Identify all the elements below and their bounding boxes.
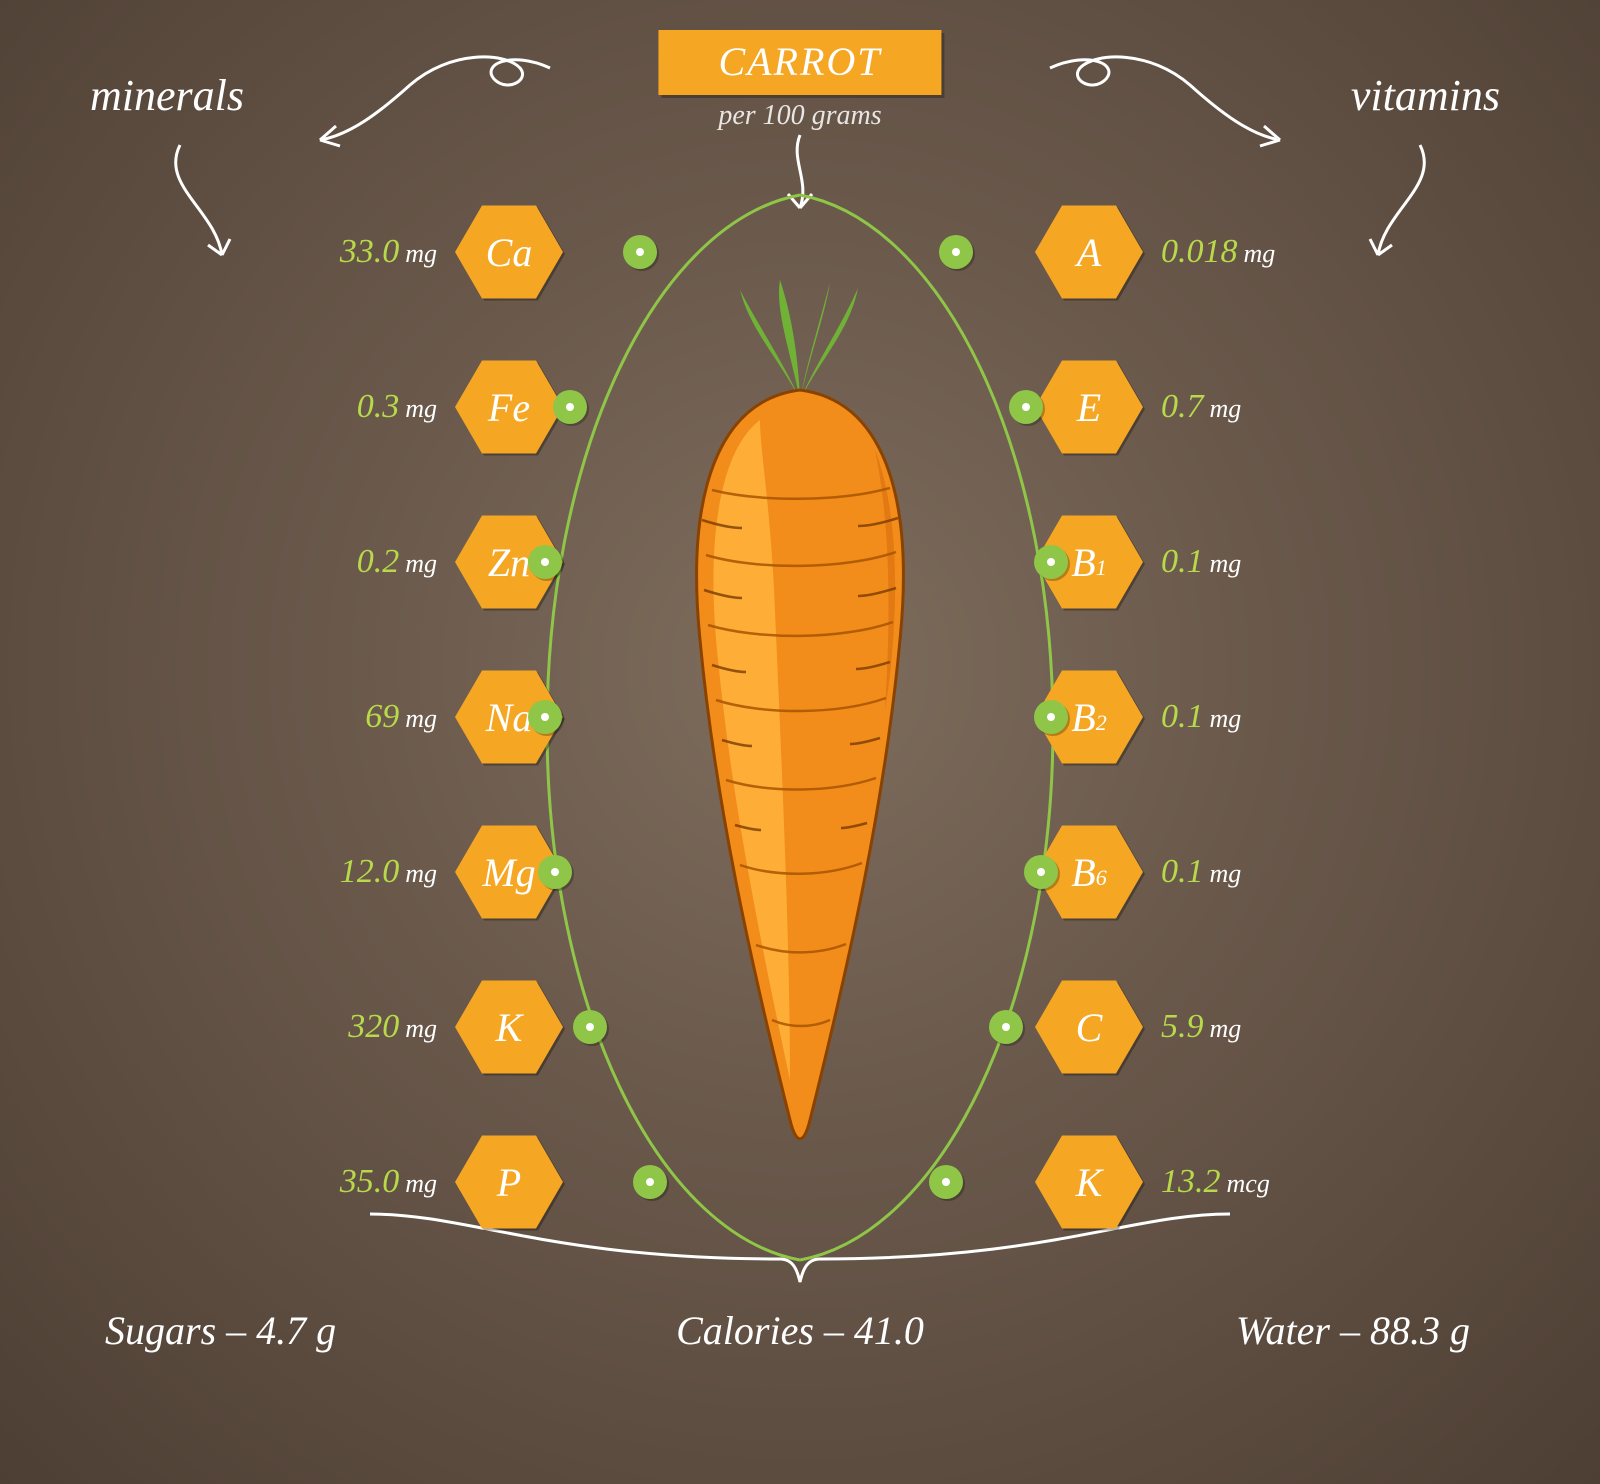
carrot-icon bbox=[640, 280, 960, 1160]
orbit-dot bbox=[989, 1010, 1023, 1044]
minerals-arrow-down bbox=[150, 140, 270, 270]
mineral-row: K 320mg bbox=[348, 980, 563, 1074]
vitamin-row: A 0.018mg bbox=[1035, 205, 1275, 299]
nutrient-value: 35.0mg bbox=[340, 1163, 437, 1201]
hex-symbol: K bbox=[455, 980, 563, 1074]
hex-symbol: Fe bbox=[455, 360, 563, 454]
orbit-dot bbox=[573, 1010, 607, 1044]
hex-badge: P bbox=[455, 1135, 563, 1229]
nutrient-value: 0.1mg bbox=[1161, 698, 1241, 736]
footer-sugars-label: Sugars bbox=[105, 1307, 216, 1354]
orbit-dot bbox=[1009, 390, 1043, 424]
nutrient-value: 12.0mg bbox=[340, 853, 437, 891]
orbit-dot bbox=[623, 235, 657, 269]
orbit-dot bbox=[929, 1165, 963, 1199]
nutrient-value: 0.7mg bbox=[1161, 388, 1241, 426]
hex-symbol: Ca bbox=[455, 205, 563, 299]
curly-arrow-left bbox=[280, 40, 560, 160]
footer-water-label: Water bbox=[1236, 1307, 1330, 1354]
hex-badge: A bbox=[1035, 205, 1143, 299]
footer-sugars-unit: g bbox=[316, 1307, 336, 1354]
hex-symbol: C bbox=[1035, 980, 1143, 1074]
hex-symbol: E bbox=[1035, 360, 1143, 454]
orbit-dot bbox=[528, 700, 562, 734]
hex-badge: K bbox=[1035, 1135, 1143, 1229]
nutrient-value: 0.1mg bbox=[1161, 543, 1241, 581]
curly-arrow-right bbox=[1040, 40, 1320, 160]
footer-water-unit: g bbox=[1450, 1307, 1470, 1354]
hex-badge: K bbox=[455, 980, 563, 1074]
footer-water-value: 88.3 bbox=[1370, 1307, 1440, 1354]
vitamin-row: E 0.7mg bbox=[1035, 360, 1241, 454]
orbit-dot bbox=[1034, 545, 1068, 579]
footer-calories-label: Calories bbox=[676, 1307, 814, 1354]
vitamin-row: B60.1mg bbox=[1035, 825, 1241, 919]
mineral-row: Ca 33.0mg bbox=[340, 205, 563, 299]
nutrient-value: 0.018mg bbox=[1161, 233, 1275, 271]
hex-badge: Fe bbox=[455, 360, 563, 454]
nutrient-value: 69mg bbox=[365, 698, 437, 736]
vitamins-arrow-down bbox=[1330, 140, 1450, 270]
subtitle: per 100 grams bbox=[718, 100, 881, 132]
orbit-dot bbox=[1034, 700, 1068, 734]
nutrient-value: 13.2mcg bbox=[1161, 1163, 1270, 1201]
nutrient-value: 0.1mg bbox=[1161, 853, 1241, 891]
hex-symbol: P bbox=[455, 1135, 563, 1229]
mineral-row: Mg12.0mg bbox=[340, 825, 563, 919]
hex-badge: C bbox=[1035, 980, 1143, 1074]
vitamins-label: vitamins bbox=[1351, 70, 1500, 121]
nutrient-value: 0.2mg bbox=[357, 543, 437, 581]
mineral-row: P 35.0mg bbox=[340, 1135, 563, 1229]
footer-sugars: Sugars – 4.7 g bbox=[105, 1307, 336, 1354]
orbit-dot bbox=[939, 235, 973, 269]
hex-badge: E bbox=[1035, 360, 1143, 454]
orbit-dot bbox=[1024, 855, 1058, 889]
orbit-dot bbox=[528, 545, 562, 579]
nutrient-value: 0.3mg bbox=[357, 388, 437, 426]
vitamin-row: C 5.9mg bbox=[1035, 980, 1241, 1074]
vitamin-row: K 13.2mcg bbox=[1035, 1135, 1270, 1229]
hex-symbol: K bbox=[1035, 1135, 1143, 1229]
hex-symbol: A bbox=[1035, 205, 1143, 299]
nutrient-value: 33.0mg bbox=[340, 233, 437, 271]
footer-calories-value: 41.0 bbox=[854, 1307, 924, 1354]
footer-water: Water – 88.3 g bbox=[1236, 1307, 1470, 1354]
nutrient-value: 320mg bbox=[348, 1008, 437, 1046]
footer-calories: Calories – 41.0 bbox=[676, 1307, 924, 1354]
mineral-row: Fe 0.3mg bbox=[357, 360, 563, 454]
nutrient-value: 5.9mg bbox=[1161, 1008, 1241, 1046]
minerals-label: minerals bbox=[90, 70, 244, 121]
orbit-dot bbox=[633, 1165, 667, 1199]
hex-badge: Ca bbox=[455, 205, 563, 299]
orbit-dot bbox=[538, 855, 572, 889]
footer-sugars-value: 4.7 bbox=[256, 1307, 306, 1354]
arrow-down-icon bbox=[770, 130, 830, 220]
title-badge: CARROT bbox=[658, 30, 941, 95]
orbit-dot bbox=[553, 390, 587, 424]
